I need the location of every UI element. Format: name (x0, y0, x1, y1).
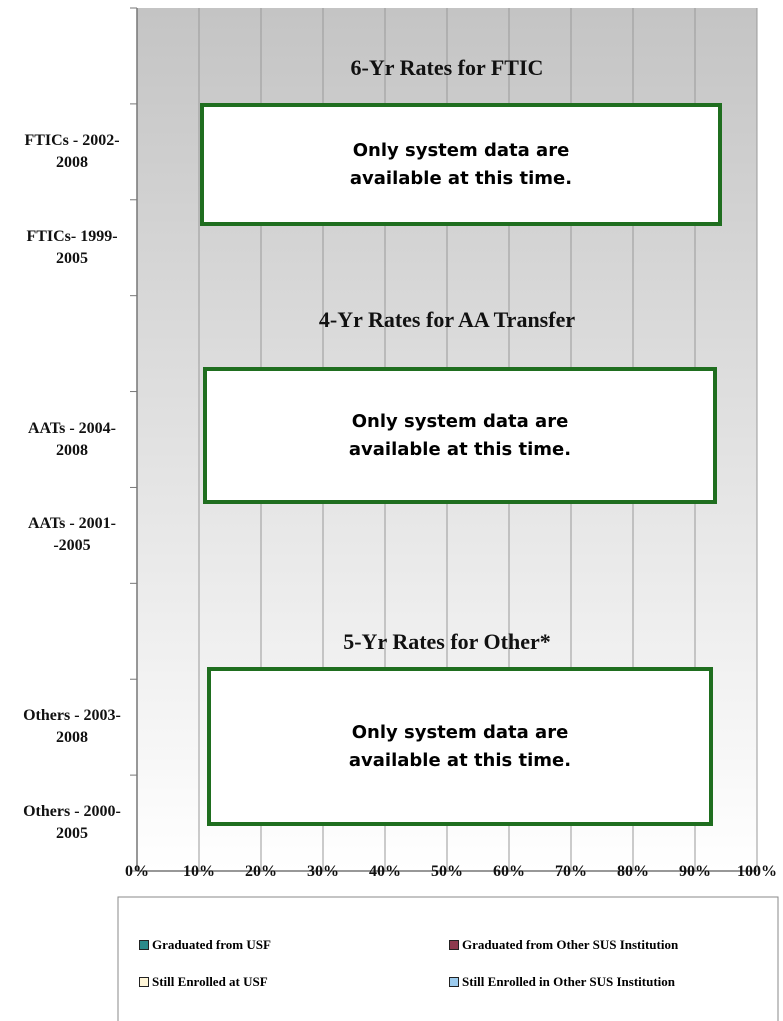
annotation-text: Only system data are available at this t… (348, 721, 572, 771)
legend-label: Graduated from USF (152, 937, 271, 952)
annotation-title: 5-Yr Rates for Other* (343, 629, 551, 654)
annotation-text: Only system data are available at this t… (348, 410, 572, 460)
legend-swatch (449, 940, 459, 950)
x-tick-label: 90% (679, 863, 711, 880)
legend-item: Graduated from USF (139, 937, 271, 953)
x-tick-label: 10% (183, 863, 215, 880)
y-tick-label: Others - 2003-2008 (23, 707, 121, 747)
annotation-box: Only system data are available at this t… (200, 103, 722, 226)
annotation-title: 6-Yr Rates for FTIC (350, 55, 544, 80)
legend-swatch (139, 977, 149, 987)
x-tick-label: 80% (617, 863, 649, 880)
x-tick-label: 20% (245, 863, 277, 880)
x-tick-label: 0% (125, 863, 149, 880)
x-tick-label: 60% (493, 863, 525, 880)
legend-item: Still Enrolled in Other SUS Institution (449, 974, 675, 990)
legend-label: Still Enrolled at USF (152, 974, 268, 989)
annotation-title: 4-Yr Rates for AA Transfer (318, 307, 576, 332)
x-tick-label: 40% (369, 863, 401, 880)
x-tick-label: 70% (555, 863, 587, 880)
x-tick-label: 100% (737, 863, 777, 880)
legend-label: Graduated from Other SUS Institution (462, 937, 679, 952)
legend-swatch (139, 940, 149, 950)
x-tick-label: 50% (431, 863, 463, 880)
y-tick-label: FTICs - 2002-2008 (24, 131, 120, 171)
annotation-box: Only system data are available at this t… (203, 367, 717, 504)
legend-item: Graduated from Other SUS Institution (449, 937, 678, 953)
y-tick-label: AATs - 2004-2008 (27, 419, 116, 459)
annotation-text: Only system data are available at this t… (349, 139, 573, 189)
legend-box (117, 896, 779, 1021)
y-tick-label: Others - 2000-2005 (23, 803, 121, 843)
legend-item: Still Enrolled at USF (139, 974, 268, 990)
annotation-box: Only system data are available at this t… (207, 667, 713, 826)
y-tick-label: AATs - 2001--2005 (27, 515, 116, 555)
x-tick-label: 30% (307, 863, 339, 880)
legend-swatch (449, 977, 459, 987)
legend-label: Still Enrolled in Other SUS Institution (462, 974, 675, 989)
y-tick-label: FTICs- 1999-2005 (26, 227, 118, 267)
